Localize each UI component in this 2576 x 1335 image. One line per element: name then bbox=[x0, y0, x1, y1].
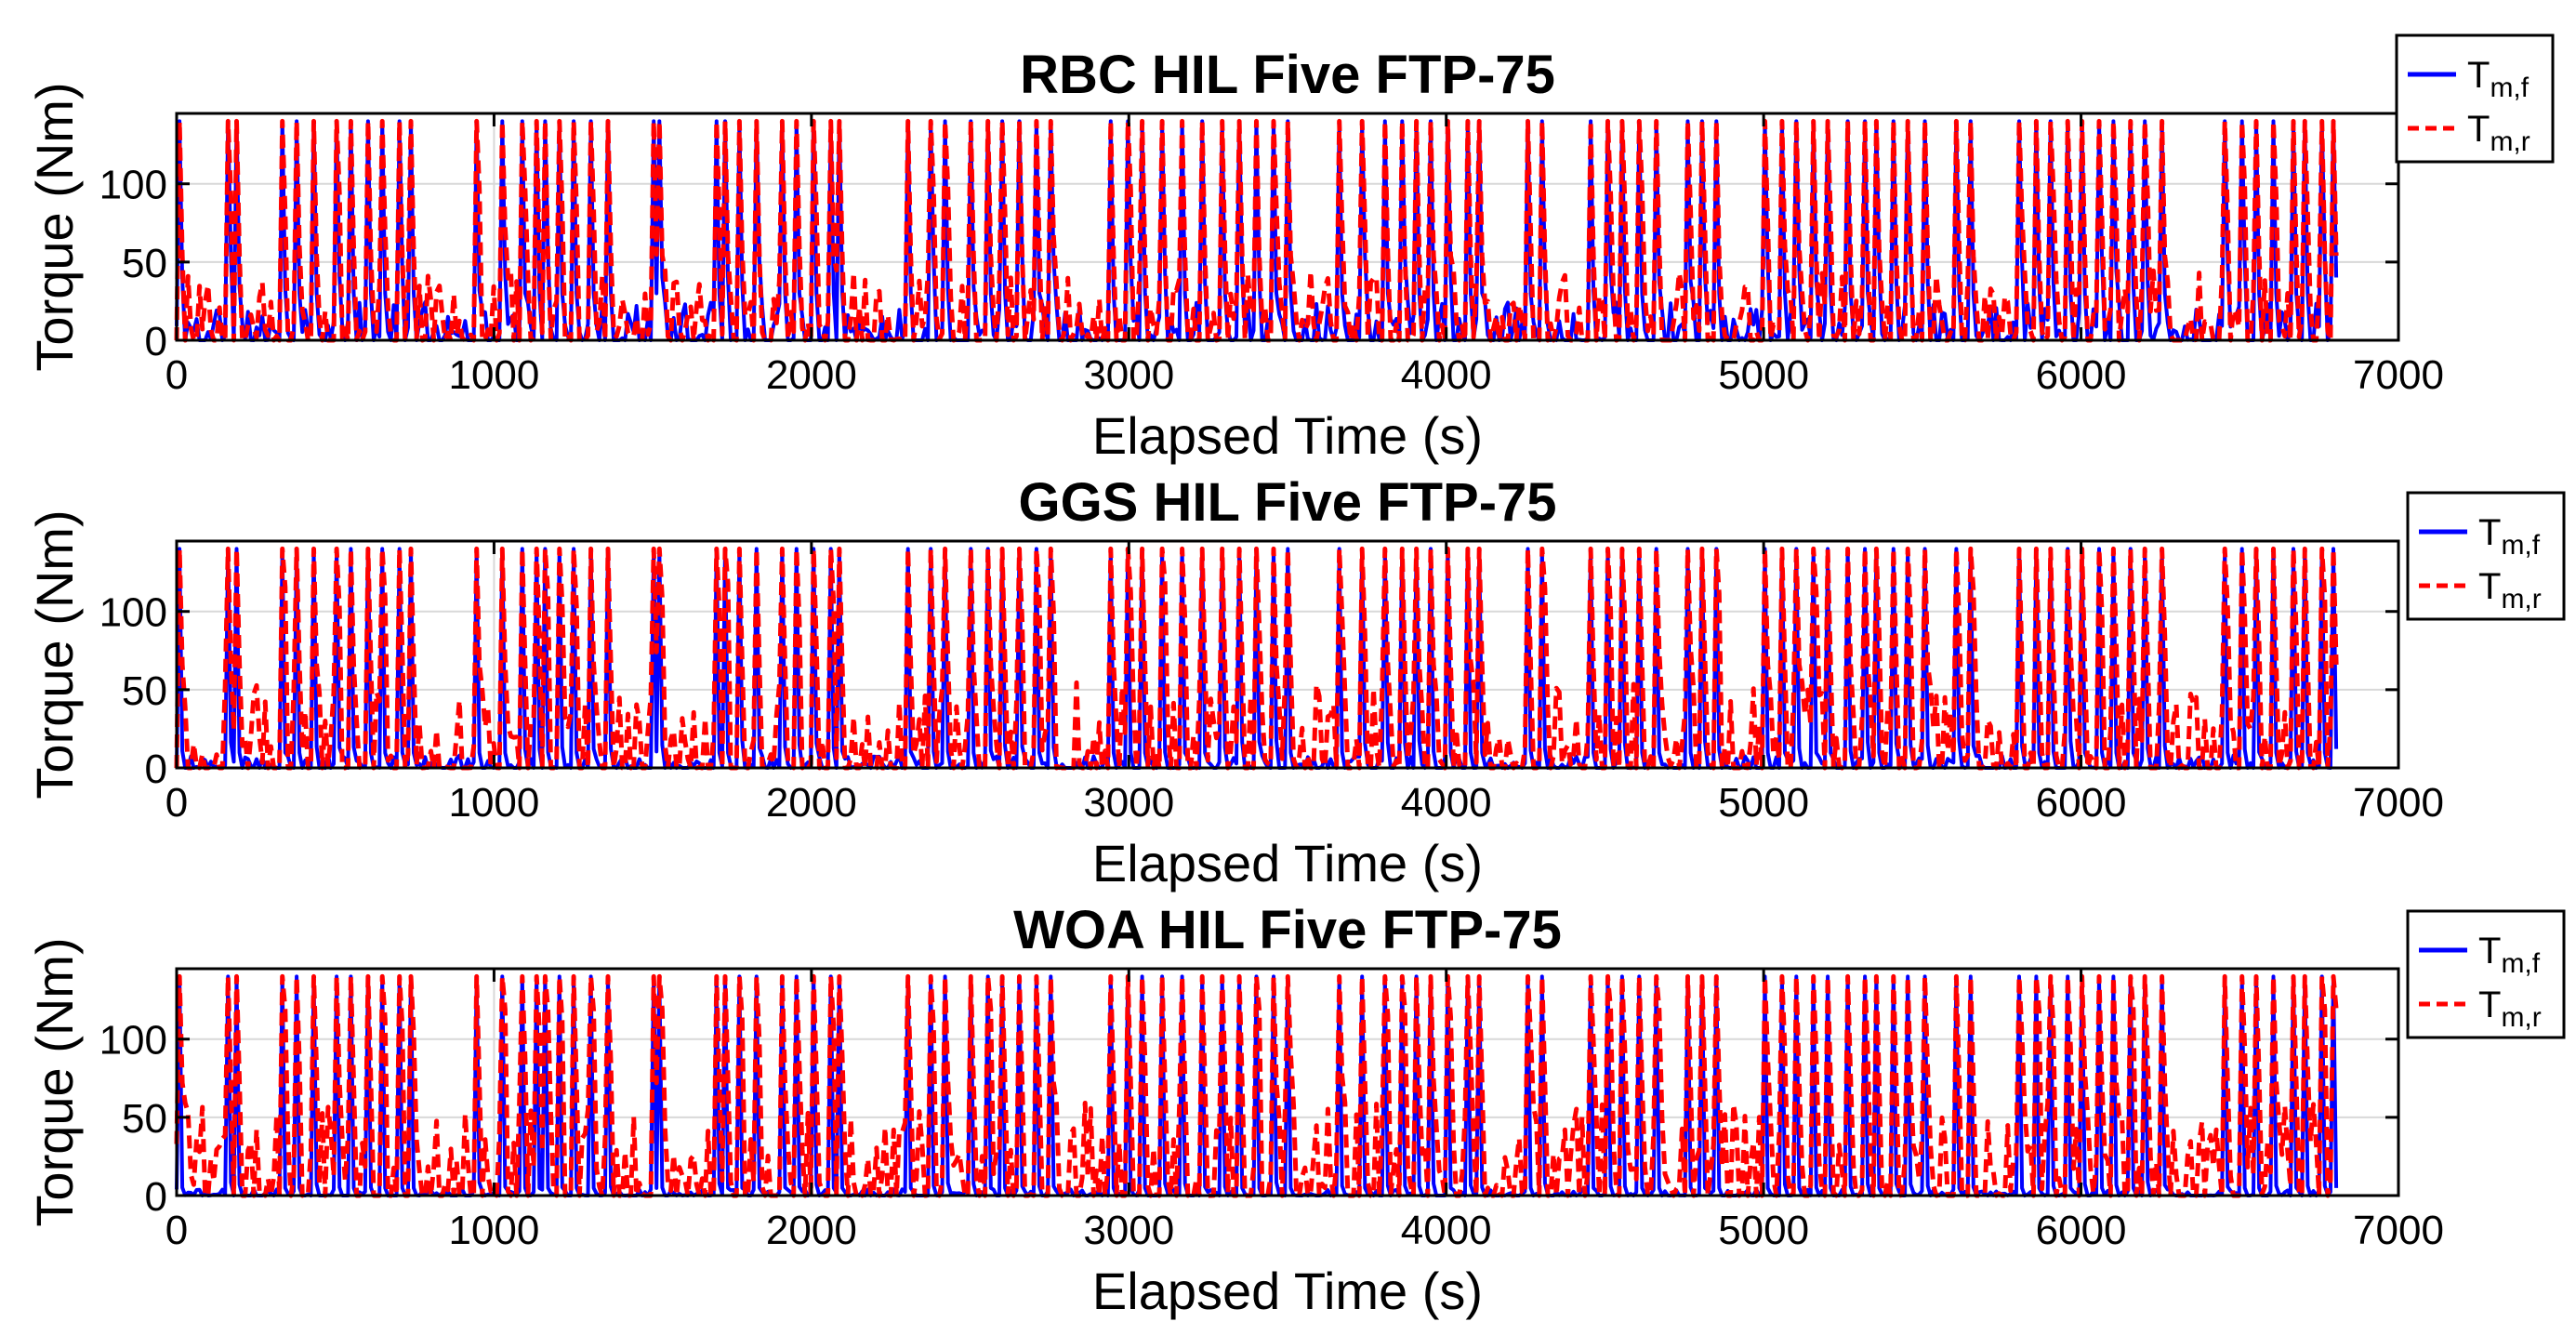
y-axis-label: Torque (Nm) bbox=[25, 509, 84, 799]
x-tick-label: 3000 bbox=[1083, 1208, 1174, 1253]
x-tick-label: 3000 bbox=[1083, 780, 1174, 826]
legend-label: Tm,r bbox=[2478, 985, 2542, 1033]
y-tick-label: 0 bbox=[145, 1174, 167, 1220]
chart-title: GGS HIL Five FTP-75 bbox=[1018, 472, 1556, 533]
x-tick-label: 4000 bbox=[1401, 780, 1492, 826]
x-tick-label: 2000 bbox=[766, 352, 857, 398]
x-axis-label: Elapsed Time (s) bbox=[1092, 1262, 1483, 1320]
x-tick-label: 1000 bbox=[448, 780, 539, 826]
chart-panel-1: 0 1000 2000 3000 4000 5000 6000 7000 0 50 100 RBC H… bbox=[25, 33, 2555, 465]
legend-subscript: m,f bbox=[2501, 948, 2540, 979]
legend-subscript: m,f bbox=[2490, 73, 2529, 103]
chart-title: RBC HIL Five FTP-75 bbox=[1020, 45, 1555, 105]
legend-subscript: m,f bbox=[2501, 530, 2540, 561]
chart-title: WOA HIL Five FTP-75 bbox=[1013, 900, 1562, 960]
x-tick-label: 1000 bbox=[448, 1208, 539, 1253]
x-tick-label: 6000 bbox=[2036, 780, 2127, 826]
axes-box bbox=[175, 967, 2400, 1197]
y-tick-label: 50 bbox=[122, 1096, 167, 1142]
legend-label: Tm,f bbox=[2467, 55, 2530, 103]
legend-subscript: m,r bbox=[2501, 1002, 2541, 1033]
y-axis-label: Torque (Nm) bbox=[25, 82, 84, 371]
x-axis-label: Elapsed Time (s) bbox=[1092, 834, 1483, 892]
legend-label: Tm,f bbox=[2478, 931, 2541, 979]
legend-box bbox=[2406, 491, 2566, 621]
x-tick-label: 5000 bbox=[1718, 1208, 1809, 1253]
x-tick-label: 6000 bbox=[2036, 352, 2127, 398]
x-tick-label: 7000 bbox=[2353, 352, 2444, 398]
x-tick-label: 6000 bbox=[2036, 1208, 2127, 1253]
legend-subscript: m,r bbox=[2490, 126, 2530, 157]
legend: Tm,fTm,r bbox=[2406, 491, 2566, 621]
legend-symbol: T bbox=[2478, 566, 2501, 607]
legend-box bbox=[2406, 909, 2566, 1039]
x-tick-label: 7000 bbox=[2353, 780, 2444, 826]
x-tick-label: 4000 bbox=[1401, 1208, 1492, 1253]
legend-label: Tm,r bbox=[2467, 109, 2530, 157]
series-line-tmr bbox=[174, 118, 2339, 343]
y-tick-label: 100 bbox=[99, 590, 167, 636]
x-tick-label: 0 bbox=[165, 780, 188, 826]
y-tick-label: 100 bbox=[99, 163, 167, 208]
x-tick-label: 4000 bbox=[1401, 352, 1492, 398]
y-tick-label: 0 bbox=[145, 319, 167, 364]
legend: Tm,fTm,r bbox=[2395, 33, 2555, 164]
x-tick-label: 5000 bbox=[1718, 780, 1809, 826]
x-tick-label: 2000 bbox=[766, 1208, 857, 1253]
legend-label: Tm,r bbox=[2478, 566, 2542, 615]
x-axis-label: Elapsed Time (s) bbox=[1092, 406, 1483, 465]
y-tick-label: 50 bbox=[122, 241, 167, 286]
y-axis-label: Torque (Nm) bbox=[25, 937, 84, 1226]
series-line-tmr bbox=[174, 546, 2339, 771]
y-tick-label: 50 bbox=[122, 668, 167, 714]
legend-symbol: T bbox=[2478, 931, 2501, 972]
x-tick-label: 0 bbox=[165, 1208, 188, 1253]
x-tick-label: 2000 bbox=[766, 780, 857, 826]
y-tick-label: 100 bbox=[99, 1018, 167, 1064]
x-tick-label: 0 bbox=[165, 352, 188, 398]
legend-box bbox=[2395, 33, 2555, 164]
x-tick-label: 7000 bbox=[2353, 1208, 2444, 1253]
x-tick-label: 1000 bbox=[448, 352, 539, 398]
chart-panel-3: 0 1000 2000 3000 4000 5000 6000 7000 0 50 100 WOA H… bbox=[25, 900, 2566, 1320]
legend-symbol: T bbox=[2467, 109, 2490, 150]
axes-box bbox=[175, 112, 2400, 342]
legend-symbol: T bbox=[2478, 512, 2501, 553]
chart-panel-2: 0 1000 2000 3000 4000 5000 6000 7000 0 50 100 GGS H… bbox=[25, 472, 2566, 892]
legend: Tm,fTm,r bbox=[2406, 909, 2566, 1039]
legend-subscript: m,r bbox=[2501, 584, 2541, 615]
y-tick-label: 0 bbox=[145, 747, 167, 792]
axes-box bbox=[175, 539, 2400, 770]
legend-symbol: T bbox=[2478, 985, 2501, 1025]
x-tick-label: 5000 bbox=[1718, 352, 1809, 398]
legend-label: Tm,f bbox=[2478, 512, 2541, 561]
legend-symbol: T bbox=[2467, 55, 2490, 96]
x-tick-label: 3000 bbox=[1083, 352, 1174, 398]
